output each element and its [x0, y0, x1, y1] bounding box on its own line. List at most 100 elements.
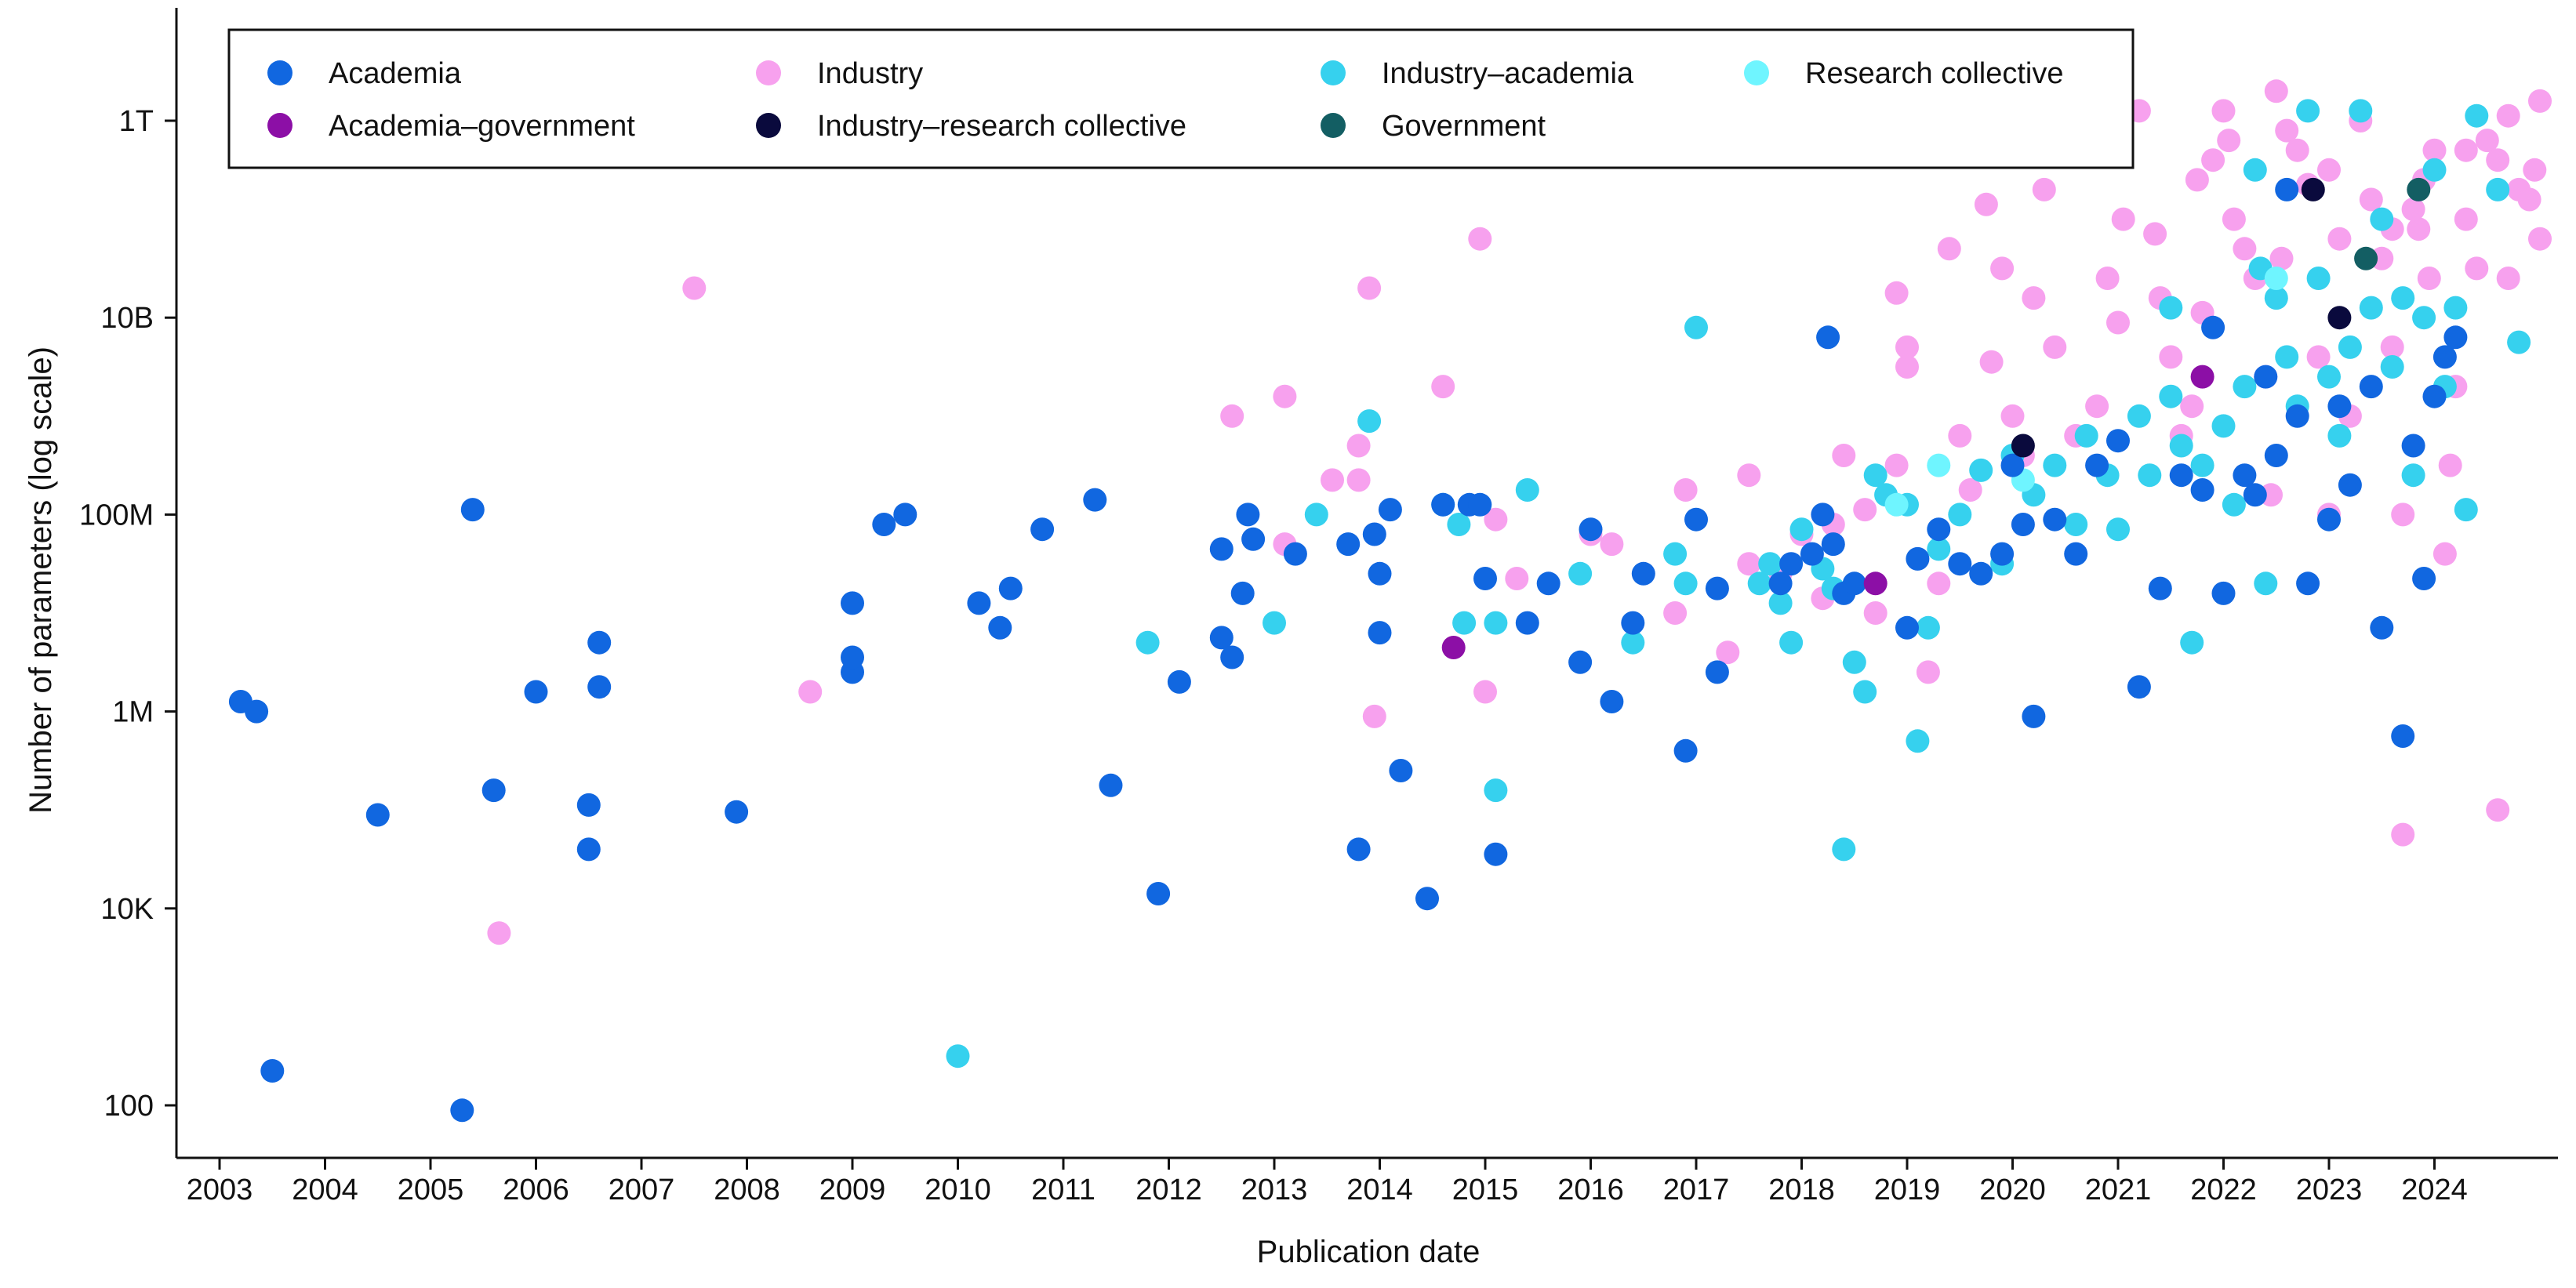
point-academia: [260, 1059, 285, 1083]
point-academia: [1283, 542, 1307, 566]
point-academia-government: [1441, 636, 1466, 659]
point-industry: [1832, 444, 1856, 467]
point-industry: [2159, 345, 2183, 369]
point-academia: [2233, 463, 2257, 488]
point-industry-academia: [2359, 296, 2383, 320]
point-industry-academia: [2422, 158, 2447, 182]
point-academia: [2391, 724, 2415, 748]
legend-label-academia-government: Academia–government: [329, 110, 635, 143]
point-industry: [2000, 404, 2025, 428]
point-academia-government: [1863, 571, 1887, 596]
point-academia: [2422, 384, 2447, 408]
point-industry-academia: [1969, 458, 1993, 482]
x-tick-label: 2006: [503, 1174, 569, 1206]
point-academia: [998, 576, 1023, 600]
point-industry-academia: [2327, 423, 2352, 448]
point-industry-academia: [2159, 384, 2183, 408]
point-industry: [1737, 463, 1761, 488]
point-academia: [2296, 571, 2320, 596]
point-academia: [365, 803, 390, 827]
y-tick-label: 10K: [100, 893, 154, 926]
point-academia: [1484, 842, 1508, 866]
legend: Academia Industry Industry–academia Researc…: [227, 28, 2135, 169]
series-academia: [228, 177, 2468, 1123]
legend-label-research-collective: Research collective: [1805, 57, 2063, 90]
point-industry: [1663, 601, 1688, 625]
point-industry-academia: [2507, 330, 2531, 354]
point-academia: [245, 699, 269, 724]
point-industry: [1895, 355, 1919, 379]
point-academia: [1378, 498, 1402, 522]
point-industry-academia: [2317, 365, 2341, 389]
point-academia: [1631, 561, 1655, 586]
point-academia: [2443, 325, 2468, 350]
point-industry-academia: [1747, 571, 1771, 596]
point-industry-academia: [2211, 414, 2236, 438]
point-industry: [2391, 822, 2415, 847]
x-tick-label: 2004: [292, 1174, 358, 1206]
point-academia: [1673, 738, 1698, 763]
legend-swatch-academia: [267, 60, 292, 85]
point-industry: [1716, 640, 1740, 665]
point-industry: [2085, 394, 2109, 419]
legend-swatch-industry-research-collective: [756, 113, 781, 138]
point-academia: [1842, 571, 1866, 596]
point-industry-academia: [2264, 286, 2288, 310]
point-industry: [1974, 192, 1998, 216]
point-academia: [2243, 483, 2267, 507]
x-tick-label: 2012: [1135, 1174, 1202, 1206]
point-academia: [1209, 537, 1234, 561]
point-industry-academia: [1484, 778, 1508, 803]
point-industry: [1362, 704, 1386, 728]
point-academia: [2338, 473, 2362, 497]
series-research-collective: [1884, 267, 2288, 517]
point-industry: [1346, 434, 1371, 458]
y-tick-label: 1T: [119, 105, 154, 138]
point-industry: [1273, 384, 1297, 408]
point-research-collective: [1927, 453, 1951, 477]
x-tick-label: 2021: [2085, 1174, 2152, 1206]
point-academia: [1362, 522, 1386, 546]
x-tick-label: 2003: [187, 1174, 253, 1206]
point-industry-academia: [1135, 630, 1160, 655]
point-academia: [2211, 581, 2236, 605]
point-academia-government: [2190, 365, 2214, 389]
point-industry: [2486, 798, 2510, 822]
x-tick-label: 2017: [1663, 1174, 1730, 1206]
point-industry-academia: [1663, 542, 1688, 566]
point-industry: [1600, 532, 1624, 557]
point-academia: [2254, 365, 2278, 389]
point-academia: [1821, 532, 1845, 557]
point-industry-academia: [2180, 630, 2204, 655]
point-industry-academia: [2370, 207, 2394, 231]
point-research-collective: [2264, 267, 2288, 290]
point-industry-academia: [2243, 158, 2267, 182]
point-academia: [1230, 581, 1255, 605]
point-industry-research-collective: [2011, 434, 2035, 458]
point-industry: [1484, 507, 1508, 532]
point-academia: [2127, 675, 2151, 699]
point-industry: [1357, 276, 1382, 300]
point-industry: [1220, 404, 1244, 428]
point-academia: [1536, 571, 1560, 596]
point-industry: [1431, 375, 1455, 399]
point-industry-academia: [1684, 315, 1708, 339]
point-academia: [576, 837, 601, 862]
x-axis-ticks: 2003 2004 2005 2006 2007 2008 2009 2010 2011 2012…: [187, 1158, 2468, 1206]
point-industry: [2327, 227, 2352, 251]
point-academia: [1816, 325, 1840, 350]
point-research-collective: [1884, 492, 1909, 517]
point-industry-academia: [1447, 513, 1471, 536]
point-academia: [524, 680, 548, 704]
x-tick-label: 2016: [1557, 1174, 1624, 1206]
point-industry: [2275, 118, 2299, 143]
point-industry: [2454, 138, 2478, 162]
point-industry-academia: [1927, 537, 1951, 561]
point-academia: [1236, 503, 1260, 527]
point-industry: [2269, 246, 2294, 270]
x-tick-label: 2022: [2190, 1174, 2257, 1206]
point-industry-academia: [2412, 306, 2436, 330]
point-industry: [1321, 468, 1344, 492]
point-academia: [1368, 561, 1392, 586]
point-academia: [2000, 453, 2025, 477]
